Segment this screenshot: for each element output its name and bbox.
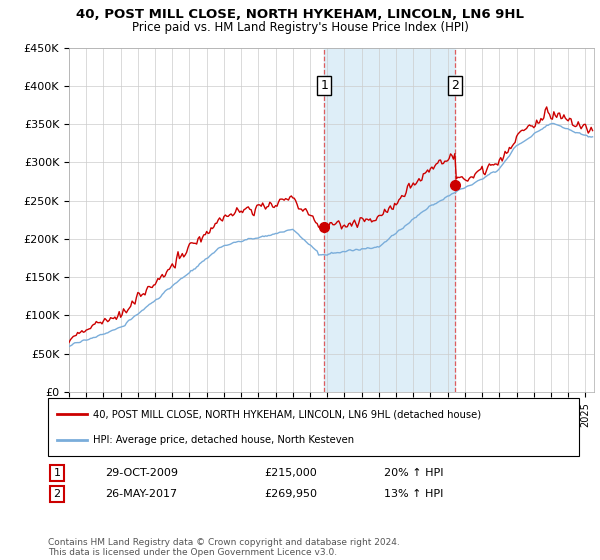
Text: 1: 1	[53, 468, 61, 478]
Text: 13% ↑ HPI: 13% ↑ HPI	[384, 489, 443, 499]
Text: 1: 1	[320, 80, 328, 92]
Text: 2: 2	[53, 489, 61, 499]
Text: Contains HM Land Registry data © Crown copyright and database right 2024.
This d: Contains HM Land Registry data © Crown c…	[48, 538, 400, 557]
Text: 20% ↑ HPI: 20% ↑ HPI	[384, 468, 443, 478]
Text: 2: 2	[451, 80, 459, 92]
Text: £215,000: £215,000	[264, 468, 317, 478]
Text: 40, POST MILL CLOSE, NORTH HYKEHAM, LINCOLN, LN6 9HL (detached house): 40, POST MILL CLOSE, NORTH HYKEHAM, LINC…	[93, 409, 481, 419]
Text: HPI: Average price, detached house, North Kesteven: HPI: Average price, detached house, Nort…	[93, 435, 354, 445]
Text: 29-OCT-2009: 29-OCT-2009	[105, 468, 178, 478]
Text: 26-MAY-2017: 26-MAY-2017	[105, 489, 177, 499]
Text: 40, POST MILL CLOSE, NORTH HYKEHAM, LINCOLN, LN6 9HL: 40, POST MILL CLOSE, NORTH HYKEHAM, LINC…	[76, 8, 524, 21]
Text: Price paid vs. HM Land Registry's House Price Index (HPI): Price paid vs. HM Land Registry's House …	[131, 21, 469, 34]
Text: £269,950: £269,950	[264, 489, 317, 499]
Bar	[324, 48, 455, 392]
